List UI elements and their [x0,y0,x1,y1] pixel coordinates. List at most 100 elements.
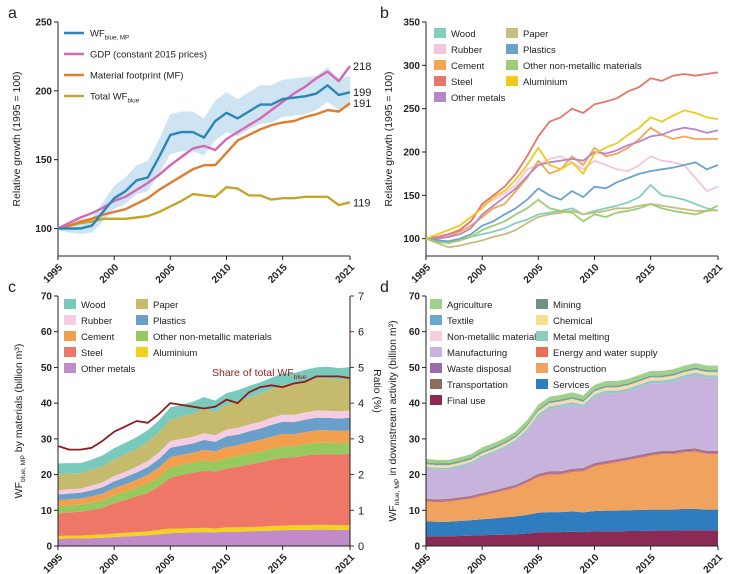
panel-d-letter: d [380,279,389,296]
panel-a-letter: a [8,5,17,22]
b-xtick-label: 1995 [410,262,434,286]
a-end-label-wf: 199 [353,87,371,99]
b-legend-swatch-other-metals [434,92,446,102]
d-legend-label-textile: Textile [447,316,474,327]
b-ytick-label: 300 [403,61,420,72]
a-ytick-label: 100 [35,224,52,235]
b-legend-swatch-aluminium [506,76,518,86]
d-xtick-label: 2021 [702,552,726,574]
c-ylabel: WFblue, MP by materials (billion m³) [13,344,27,499]
d-legend-swatch-transportation [430,379,442,389]
c-legend-label-plastics: Plastics [153,316,186,327]
b-legend-label-aluminium: Aluminium [523,77,567,88]
c-legend-label-wood: Wood [81,300,106,311]
b-line-other-metals [426,126,719,240]
c-legend-label-cement: Cement [81,332,115,343]
c-legend-swatch-paper [136,299,148,309]
c-ratio-annotation: Share of total WFblue [212,367,307,381]
d-legend-label-chemical: Chemical [553,316,593,327]
b-legend-label-paper: Paper [523,29,548,40]
c-ratio-annotation-main: Share of total WF [212,367,294,379]
a-legend-label-total-wf-sub: blue [127,98,139,105]
c-legend: Wood Rubber Cement Steel Other metals Paper Pl… [64,299,272,375]
d-ytick-label: 50 [409,363,421,374]
d-xtick-label: 2000 [466,552,490,574]
c-ytick-label: 10 [41,506,53,517]
c-ylabel-main: WF [13,482,25,498]
d-legend-swatch-non-metallic-materials [430,331,442,341]
c-area-plastics [58,417,350,501]
b-xtick-label: 2000 [466,262,490,286]
panel-a: a 100 150 200 250 1995 2000 2005 2010 2015 2021 Re… [8,5,371,286]
b-line-paper [425,203,719,249]
d-legend: Agriculture Textile Non-metallic materials… [430,299,658,407]
b-legend-label-rubber: Rubber [451,45,482,56]
c-y2tick-label: 1 [358,505,364,517]
a-legend-label-gdp-constant-2015-prices-main: GDP (constant 2015 prices) [90,50,207,61]
b-line-aluminium [425,109,719,240]
b-legend-label-steel: Steel [451,77,473,88]
c-ytick-label: 20 [41,470,53,481]
d-xtick-label: 2015 [634,552,658,574]
b-line-other-non-metallic-materials [425,198,719,244]
d-ylabel-rest: in downstream activity (billion m³) [387,320,399,478]
d-area-final-use [426,530,718,546]
d-legend-label-waste-disposal: Waste disposal [447,364,511,375]
d-ytick-label: 70 [409,292,421,303]
c-legend-label-paper: Paper [153,300,178,311]
d-legend-swatch-metal-melting [536,331,548,341]
b-ylabel: Relative growth (1995 = 100) [383,71,395,206]
b-legend-label-plastics: Plastics [523,45,556,56]
c-legend-swatch-other-metals [64,363,76,373]
c-legend-label-other-metals: Other metals [81,364,136,375]
d-ytick-label: 60 [409,327,421,338]
d-legend-swatch-services [536,379,548,389]
a-end-label-total-wf: 119 [353,197,371,209]
d-legend-label-energy-and-water-supply: Energy and water supply [553,348,658,359]
a-xtick-label: 2021 [334,262,358,286]
d-ytick-label: 10 [409,506,421,517]
d-legend-swatch-textile [430,315,442,325]
b-xtick-label: 2010 [578,262,602,286]
b-legend-swatch-steel [434,76,446,86]
c-legend-label-steel: Steel [81,348,103,359]
b-legend-swatch-wood [434,28,446,38]
d-ytick-label: 40 [409,399,421,410]
c-y2label: Ratio (%) [371,369,383,413]
c-legend-swatch-cement [64,331,76,341]
panel-b-letter: b [380,5,389,22]
c-ytick-label: 40 [41,399,53,410]
d-legend-swatch-manufacturing [430,347,442,357]
c-area-cement [58,430,350,507]
c-ylabel-sub: blue, MP [20,455,27,482]
c-legend-swatch-other-non-metallic-materials [136,331,148,341]
c-ytick-label: 60 [41,327,53,338]
c-y2tick-label: 7 [358,291,364,303]
b-legend-label-cement: Cement [451,61,485,72]
d-ytick-label: 20 [409,470,421,481]
a-end-label-material-footprint-mf: 191 [353,98,371,110]
d-ylabel-sub: blue, MP [394,478,401,505]
c-legend-swatch-wood [64,299,76,309]
d-legend-label-metal-melting: Metal melting [553,332,610,343]
d-ytick-label: 0 [414,542,420,553]
b-legend-swatch-paper [506,28,518,38]
b-legend: Wood Rubber Cement Steel Other metals Paper Pl… [434,28,642,104]
c-area-rubber [58,410,350,495]
a-legend-label-material-footprint-mf: Material footprint (MF) [90,71,183,82]
b-legend-swatch-cement [434,60,446,70]
c-legend-label-rubber: Rubber [81,316,112,327]
c-area-steel [58,453,350,536]
c-area-other-metals [58,529,350,546]
c-xtick-label: 2000 [98,552,122,574]
a-legend-label-total-wf: Total WFblue [90,92,140,105]
d-legend-label-final-use: Final use [447,396,486,407]
a-xtick-label: 2000 [98,262,122,286]
d-legend-swatch-agriculture [430,299,442,309]
a-ytick-label: 250 [35,18,52,29]
b-xtick-label: 2005 [522,262,546,286]
a-legend-label-wf-main: WF [90,29,105,40]
b-ytick-label: 150 [403,191,420,202]
b-ytick-label: 200 [403,148,420,159]
